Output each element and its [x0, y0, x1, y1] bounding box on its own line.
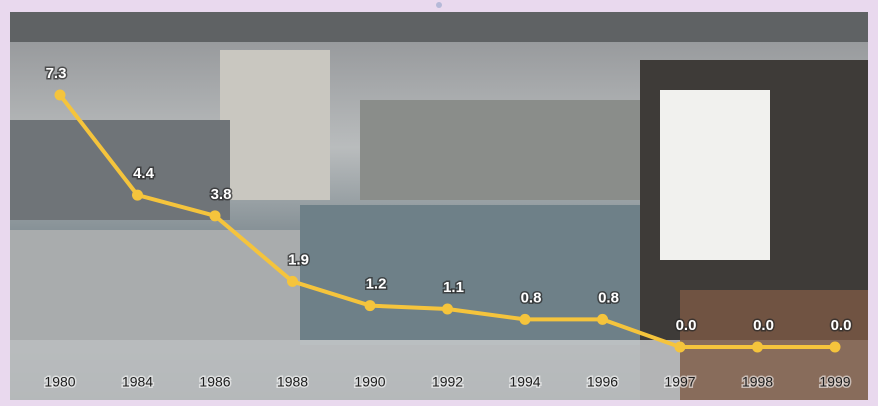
- marker: [675, 342, 686, 353]
- marker: [287, 276, 298, 287]
- marker: [210, 210, 221, 221]
- value-label: 0.8: [598, 289, 619, 306]
- value-label: 3.8: [211, 186, 232, 203]
- x-tick-label: 1980: [44, 374, 75, 390]
- value-label: 1.1: [443, 279, 464, 296]
- value-label: 0.8: [521, 289, 542, 306]
- marker: [752, 342, 763, 353]
- value-label: 1.2: [366, 276, 387, 293]
- x-tick-label: 1986: [199, 374, 230, 390]
- x-tick-label: 1996: [587, 374, 618, 390]
- page: 1980 1984 1986 1988 1990 1992 1994 1996 1997 1998…: [0, 0, 878, 406]
- marker: [55, 90, 66, 101]
- value-label: 4.4: [133, 165, 155, 182]
- x-tick-label: 1998: [742, 374, 773, 390]
- x-tick-label: 1997: [664, 374, 695, 390]
- marker: [830, 342, 841, 353]
- frame-dot: [436, 2, 442, 8]
- value-label: 1.9: [288, 251, 309, 268]
- marker: [597, 314, 608, 325]
- value-label: 0.0: [831, 317, 852, 334]
- value-label: 0.0: [753, 317, 774, 334]
- x-tick-label: 1990: [354, 374, 385, 390]
- x-tick-label: 1999: [819, 374, 850, 390]
- x-tick-label: 1984: [122, 374, 153, 390]
- background-photo: [10, 12, 868, 400]
- x-tick-label: 1994: [509, 374, 540, 390]
- marker: [365, 300, 376, 311]
- x-tick-label: 1988: [277, 374, 308, 390]
- x-tick-label: 1992: [432, 374, 463, 390]
- marker: [442, 304, 453, 315]
- value-label: 7.3: [46, 65, 67, 82]
- marker: [520, 314, 531, 325]
- marker: [132, 190, 143, 201]
- value-label: 0.0: [676, 317, 697, 334]
- chart: 1980 1984 1986 1988 1990 1992 1994 1996 1997 1998…: [0, 0, 878, 406]
